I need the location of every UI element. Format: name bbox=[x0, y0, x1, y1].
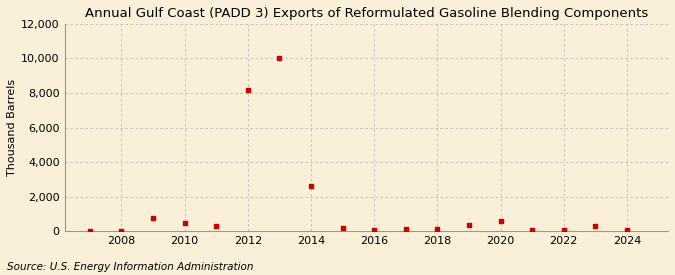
Point bbox=[148, 216, 159, 221]
Point bbox=[400, 227, 411, 232]
Y-axis label: Thousand Barrels: Thousand Barrels bbox=[7, 79, 17, 176]
Point bbox=[116, 229, 127, 233]
Point bbox=[495, 219, 506, 223]
Text: Source: U.S. Energy Information Administration: Source: U.S. Energy Information Administ… bbox=[7, 262, 253, 272]
Title: Annual Gulf Coast (PADD 3) Exports of Reformulated Gasoline Blending Components: Annual Gulf Coast (PADD 3) Exports of Re… bbox=[84, 7, 648, 20]
Point bbox=[622, 228, 632, 233]
Point bbox=[274, 56, 285, 61]
Point bbox=[306, 184, 317, 188]
Point bbox=[369, 228, 379, 233]
Point bbox=[338, 226, 348, 230]
Point bbox=[242, 87, 253, 92]
Point bbox=[180, 220, 190, 225]
Point bbox=[558, 228, 569, 233]
Point bbox=[526, 228, 537, 233]
Point bbox=[84, 229, 95, 233]
Point bbox=[590, 224, 601, 228]
Point bbox=[464, 223, 475, 227]
Point bbox=[432, 226, 443, 231]
Point bbox=[211, 224, 221, 228]
